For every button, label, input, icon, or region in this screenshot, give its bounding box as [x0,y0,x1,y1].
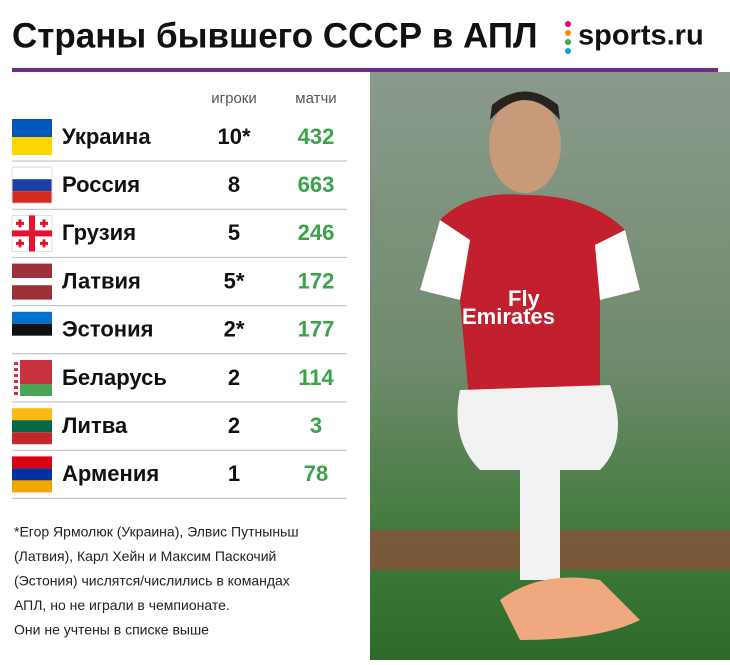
flag [11,214,53,252]
photo: Fly Emirates [370,72,730,660]
players: 1 [228,461,240,486]
flag-part [40,241,48,245]
flag-part [14,392,18,395]
matches: 177 [298,317,335,342]
table-row: Армения 1 78 [12,456,347,499]
svg-text:Fly: Fly [508,286,541,311]
table-row: Литва 2 3 [12,408,347,451]
flag-part [12,408,52,421]
flag-part [14,380,18,383]
matches: 246 [298,220,335,245]
flag-part [12,167,52,180]
flag [12,311,52,348]
table-row: Беларусь 2 114 [12,360,347,403]
flag-part [12,384,52,396]
players: 5* [224,268,245,293]
flag-part [12,311,52,324]
table: Украина 10* 432 Россия 8 663 Грузия 5 246 Латвия 5… [11,119,347,499]
matches: 663 [298,172,335,197]
matches: 78 [304,461,328,486]
flag-part [12,179,52,192]
flag [12,119,52,155]
flag-part [16,221,24,225]
flag-part [12,323,52,336]
flag-part [12,285,52,300]
flag-part [14,368,18,371]
players: 5 [228,220,240,245]
logo-icon [565,21,571,54]
flag-part [12,263,52,278]
country: Литва [62,413,128,438]
footnote-line: *Егор Ярмолюк (Украина), Элвис Путныньш [14,524,299,540]
flag-part [12,119,52,137]
flag-part [14,386,18,389]
flag-part [40,221,48,225]
flag-part [12,468,52,481]
flag-part [12,191,52,204]
flag-part [11,166,53,204]
footnote-line: (Латвия), Карл Хейн и Максим Паскочий [14,548,276,564]
table-row: Грузия 5 246 [11,214,347,258]
country: Украина [62,124,151,149]
svg-text:Emirates: Emirates [462,304,555,329]
flag [12,456,52,493]
flag [12,263,52,300]
flag-part [12,137,52,155]
flag [11,166,53,204]
country: Армения [62,461,159,486]
flag-part [12,420,52,433]
table-row: Латвия 5* 172 [12,263,347,307]
flag-part [16,241,24,245]
country: Эстония [62,317,153,342]
matches: 3 [310,413,322,438]
title: Страны бывшего СССР в АПЛ [12,16,538,55]
flag-part [12,456,52,469]
footnote: *Егор Ярмолюк (Украина), Элвис Путныньш (… [14,524,299,638]
country: Беларусь [62,365,167,390]
column-header: игроки [211,90,256,107]
flag-part [12,360,20,396]
table-row: Украина 10* 432 [12,119,347,162]
country: Латвия [62,268,141,293]
matches: 432 [298,124,335,149]
flag-part [12,480,52,493]
players: 10* [217,124,250,149]
flag-part [12,230,52,237]
flag-part [14,362,18,365]
country: Россия [62,172,140,197]
logo: sports.ru [578,20,704,52]
footnote-line: (Эстония) числятся/числились в командах [14,573,290,589]
header-rule [12,68,718,72]
flag [12,360,52,396]
table-row: Россия 8 663 [11,166,347,210]
players: 2 [228,365,240,390]
flag-part [12,432,52,445]
flag-part [14,374,18,377]
column-header: матчи [295,90,336,107]
country: Грузия [62,220,136,245]
players: 2 [228,413,240,438]
table-row: Эстония 2* 177 [12,311,347,355]
flag [12,408,52,445]
footnote-line: АПЛ, но не играли в чемпионате. [14,597,230,613]
matches: 172 [298,268,335,293]
footnote-line: Они не учтены в списке выше [14,622,209,638]
players: 2* [224,317,245,342]
players: 8 [228,172,240,197]
flag-part [12,335,52,348]
matches: 114 [298,365,334,390]
flag-part [12,278,52,286]
